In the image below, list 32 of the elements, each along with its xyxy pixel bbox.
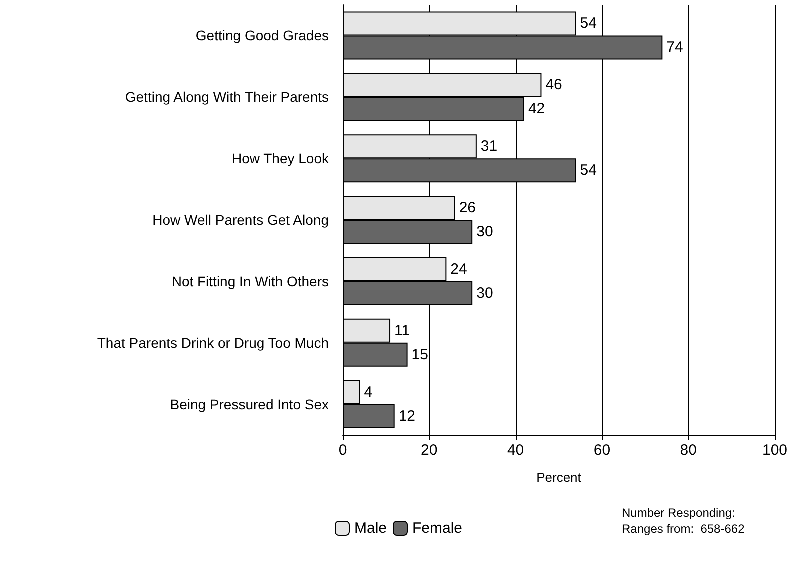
data-label: 42	[528, 100, 546, 118]
y-tick-label: Not Fitting In With Others	[172, 273, 329, 290]
y-tick-label: How They Look	[232, 150, 330, 167]
data-label: 54	[580, 162, 597, 180]
data-label: 54	[580, 15, 597, 32]
x-tick-label: 0	[338, 442, 348, 459]
x-tick-label: 20	[421, 442, 438, 459]
x-tick-label: 40	[507, 442, 524, 459]
data-label: 4	[364, 384, 373, 401]
legend-label: Female	[412, 520, 463, 537]
x-tick-label: 80	[680, 442, 697, 459]
data-label: 24	[450, 260, 468, 278]
data-label: 30	[476, 284, 494, 302]
data-label: 15	[412, 346, 428, 364]
data-label: 46	[546, 76, 562, 94]
x-axis-title: Percent	[536, 470, 582, 485]
data-label: 74	[666, 39, 684, 56]
x-tick-label: 60	[594, 442, 611, 459]
data-label: 12	[398, 408, 416, 425]
legend-label: Male	[354, 520, 388, 537]
data-label: 11	[394, 322, 410, 340]
y-tick-label: Being Pressured Into Sex	[170, 396, 329, 412]
y-tick-label: Getting Good Grades	[196, 28, 329, 44]
y-tick-label: Getting Along With Their Parents	[125, 89, 329, 106]
data-label: 31	[480, 138, 498, 156]
text: Ranges from: 658-662	[622, 522, 746, 536]
data-label: 26	[459, 200, 476, 216]
data-label: 30	[476, 224, 494, 240]
y-tick-label: How Well Parents Get Along	[152, 212, 329, 228]
x-tick-label: 100	[762, 442, 788, 459]
y-tick-label: That Parents Drink or Drug Too Much	[97, 334, 329, 351]
text: Number Responding:	[622, 506, 736, 520]
